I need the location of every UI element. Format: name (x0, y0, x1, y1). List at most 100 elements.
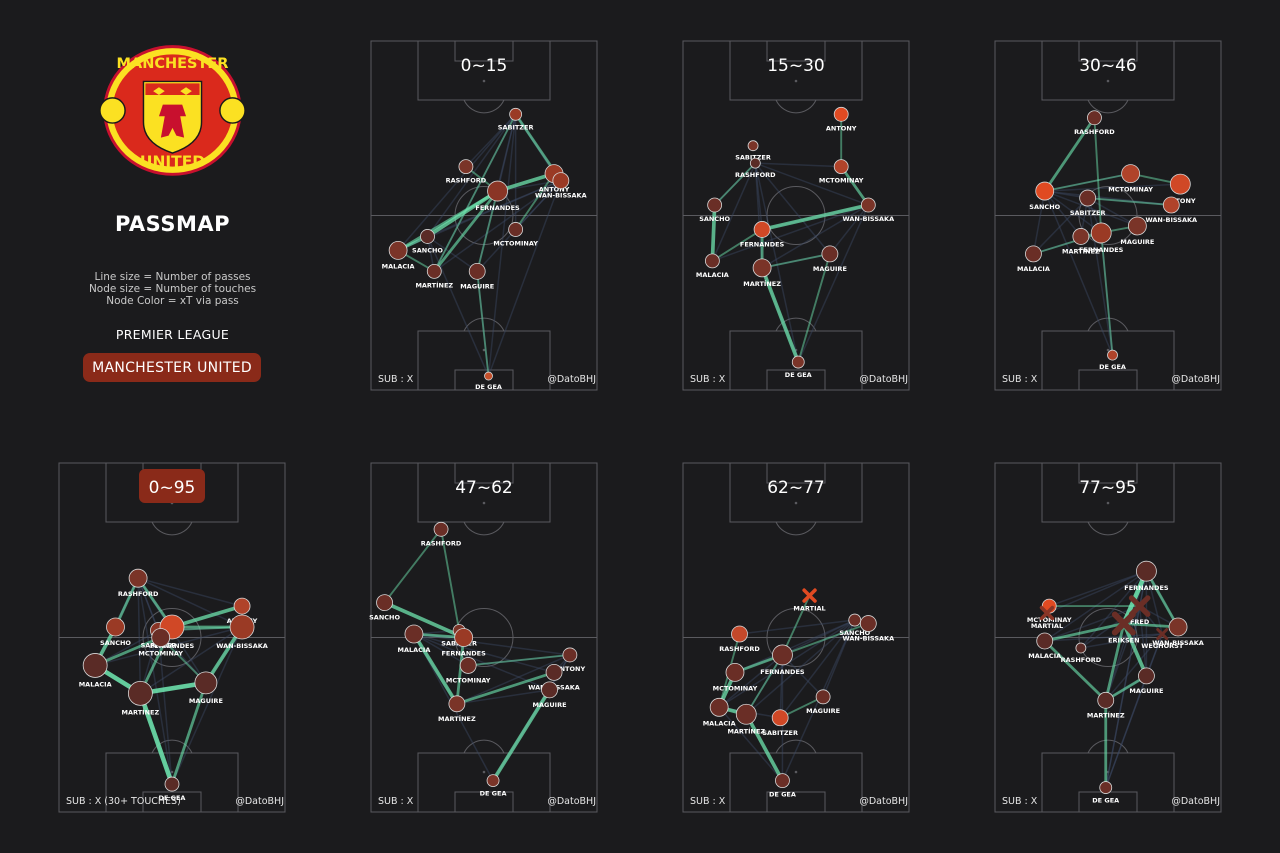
pass-edge-faint (1033, 232, 1102, 255)
pass-edge-faint (1032, 197, 1089, 255)
pass-edge-faint (426, 113, 517, 237)
pass-edge-faint (94, 626, 243, 667)
six-yard-box-top (142, 462, 202, 484)
player-node-MARTÍNEZ (752, 258, 772, 278)
player-node-WAN-BISSAKA (545, 663, 563, 681)
player-label-DE GEA: DE GEA (1092, 797, 1119, 805)
pass-edge-SABITZER-MARTÍNEZ (433, 113, 517, 273)
pass-edge-faint (854, 619, 869, 625)
player-node-FRED (1128, 595, 1151, 617)
penalty-box-top (417, 462, 551, 523)
penalty-box-bottom (1041, 330, 1175, 391)
pass-edge-faint (427, 179, 562, 238)
penalty-box-top (729, 462, 863, 523)
pass-edge-MARTÍNEZ-FERNANDES (138, 625, 174, 695)
pass-edge-faint (476, 114, 517, 272)
pass-edge-faint (139, 630, 160, 694)
player-node-MCTOMINAY (833, 159, 849, 175)
pitch-outline (682, 462, 910, 813)
pass-edge-faint (515, 180, 562, 230)
player-label-MCTOMINAY: MCTOMINAY (713, 684, 758, 692)
player-node-MALACIA (404, 624, 424, 644)
player-node-MAGUIRE (815, 689, 831, 705)
penalty-arc-bottom (1087, 739, 1129, 754)
legend-line-size: Line size = Number of passes (94, 271, 251, 283)
player-label-MARTÍNEZ: MARTÍNEZ (122, 707, 160, 716)
pitch-outline (682, 40, 910, 391)
pass-edge-faint (734, 619, 856, 674)
pass-edge-FERNANDES-ANTONY (170, 604, 244, 629)
penalty-spot-top (1106, 501, 1110, 505)
player-label-MALACIA: MALACIA (397, 646, 430, 654)
player-label-MCTOMINAY: MCTOMINAY (819, 177, 864, 185)
player-label-SANCHO: SANCHO (369, 614, 400, 622)
pass-edge-faint (754, 163, 763, 268)
penalty-spot-top (794, 501, 798, 505)
six-yard-box-top (766, 40, 826, 62)
player-label-FERNANDES: FERNANDES (150, 642, 195, 650)
pass-edge-faint (745, 619, 856, 715)
penalty-box-bottom (417, 752, 551, 813)
player-label-WAN-BISSAKA: WAN-BISSAKA (528, 683, 580, 691)
player-label-MARTÍNEZ: MARTÍNEZ (1062, 246, 1100, 255)
crest-text-top: MANCHESTER (117, 56, 229, 72)
player-node-FERNANDES (753, 221, 771, 238)
pass-edge-MCTOMINAY-MALACIA (717, 670, 737, 710)
pass-edge-faint (397, 113, 517, 251)
player-node-MAGUIRE (194, 671, 218, 695)
pass-edge-faint (1145, 571, 1163, 635)
penalty-box-top (1041, 40, 1175, 101)
pass-edge-MARTÍNEZ-MALACIA (397, 249, 436, 273)
player-label-SANCHO: SANCHO (100, 639, 131, 647)
panel-title: 15~30 (767, 56, 825, 76)
player-label-MAGUIRE: MAGUIRE (189, 697, 223, 705)
player-label-DE GEA: DE GEA (159, 794, 186, 802)
legend-node-color: Node Color = xT via pass (106, 295, 239, 307)
player-node-DE GEA (775, 773, 790, 788)
credit: @DatoBHJ (859, 796, 908, 807)
sub-note: SUB : X (690, 796, 726, 807)
penalty-arc-bottom (151, 739, 193, 754)
pass-edge-faint (779, 619, 856, 719)
sub-note: SUB : X (1002, 374, 1038, 385)
pass-edge-faint (137, 577, 207, 684)
pass-edge-MALACIA-SANCHO (93, 625, 118, 668)
sub-note: SUB : X (690, 374, 726, 385)
pass-edge-faint (137, 577, 160, 631)
pass-edge-faint (718, 706, 747, 716)
penalty-spot-bottom (1106, 770, 1110, 774)
player-node-MALACIA (704, 253, 720, 269)
player-label-SABITZER: SABITZER (498, 123, 534, 131)
player-node-RASHFORD (1075, 642, 1087, 654)
pass-edge-faint (433, 113, 517, 272)
pass-edge-faint (171, 626, 243, 785)
pass-edge-faint (1044, 190, 1088, 199)
crest-text-bottom: UNITED (140, 153, 205, 171)
player-label-MARTÍNEZ: MARTÍNEZ (743, 279, 781, 288)
pass-edge-FERNANDES-WAN-BISSAKA (760, 203, 871, 232)
player-node-MAGUIRE (1138, 667, 1155, 685)
pass-edge-faint (754, 162, 799, 363)
penalty-spot-bottom (794, 770, 798, 774)
player-node-FERNANDES (1090, 222, 1112, 244)
pass-edge-MALACIA-FERNANDES (396, 189, 499, 252)
pass-edge-faint (739, 619, 855, 635)
player-label-FERNANDES: FERNANDES (1079, 246, 1124, 254)
player-node-ANTONY (544, 164, 564, 184)
player-label-WAN-BISSAKA: WAN-BISSAKA (535, 192, 587, 200)
pass-edge-faint (829, 204, 869, 255)
player-node-MCTOMINAY (151, 628, 171, 647)
player-node-FERNANDES (1136, 560, 1157, 582)
pass-edge-MARTÍNEZ-WAN-BISSAKA (455, 670, 556, 706)
pass-edge-RASHFORD-SANCHO (713, 162, 757, 206)
pass-edge-RASHFORD-MALACIA (718, 633, 741, 709)
player-label-MAGUIRE: MAGUIRE (806, 707, 840, 715)
player-node-SABITZER (771, 709, 789, 727)
panel-title: 77~95 (1079, 478, 1137, 498)
player-node-RASHFORD (128, 568, 148, 588)
penalty-spot-bottom (1106, 348, 1110, 352)
pass-edge-faint (718, 619, 856, 708)
pass-edge-MALACIA-SANCHO (396, 235, 429, 252)
pass-edge-faint (413, 633, 458, 705)
pass-edge-MAGUIRE-FERNANDES (476, 190, 499, 273)
